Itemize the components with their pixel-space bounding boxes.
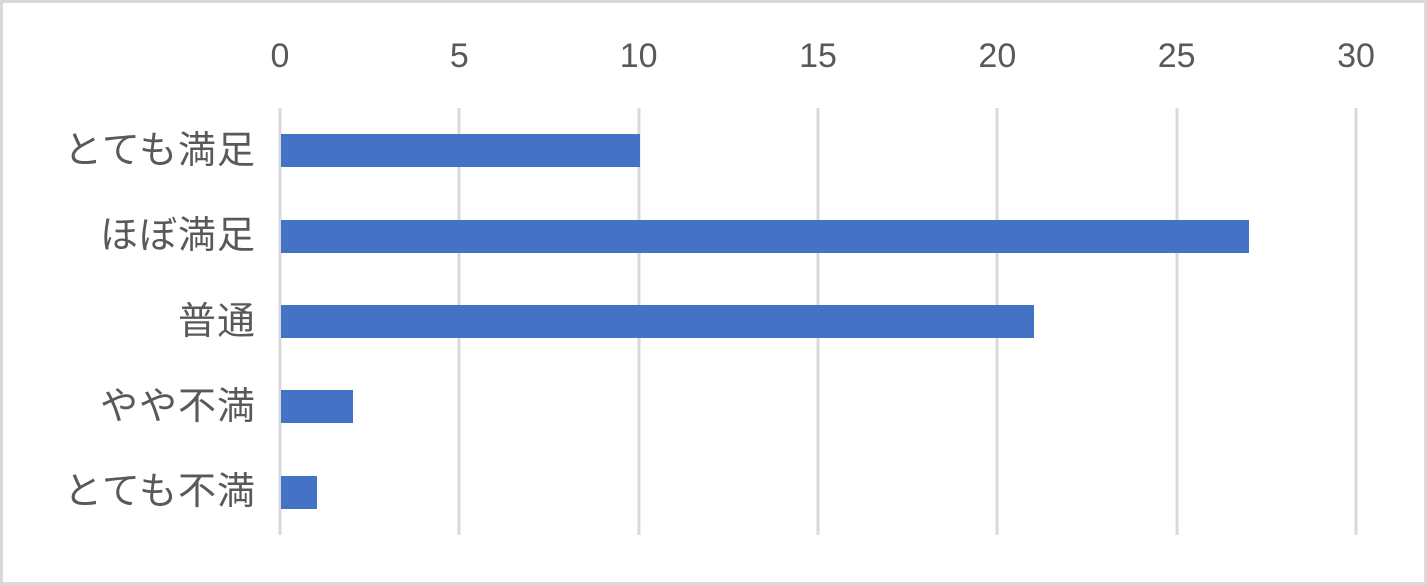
x-tick-label-25: 25 (1157, 37, 1196, 75)
category-label-1: ほぼ満足 (99, 215, 256, 258)
bar-2 (281, 305, 1035, 338)
gridline-x-25 (1175, 108, 1179, 535)
x-tick-label-15: 15 (799, 37, 837, 75)
gridline-x-30 (1354, 108, 1358, 535)
category-label-4: とても不満 (64, 471, 256, 514)
category-label-0: とても満足 (64, 129, 256, 172)
x-tick-label-20: 20 (978, 37, 1017, 75)
x-tick-label-30: 30 (1337, 37, 1375, 75)
bar-0 (281, 134, 640, 168)
x-tick-label-5: 5 (449, 37, 469, 75)
bar-3 (281, 390, 353, 424)
gridline-x-0 (278, 108, 282, 535)
category-label-2: 普通 (177, 300, 256, 343)
bar-1 (281, 219, 1250, 253)
category-label-3: やや不満 (99, 385, 256, 428)
x-tick-label-0: 0 (270, 37, 290, 75)
x-tick-label-10: 10 (619, 37, 658, 75)
bar-4 (281, 475, 317, 509)
